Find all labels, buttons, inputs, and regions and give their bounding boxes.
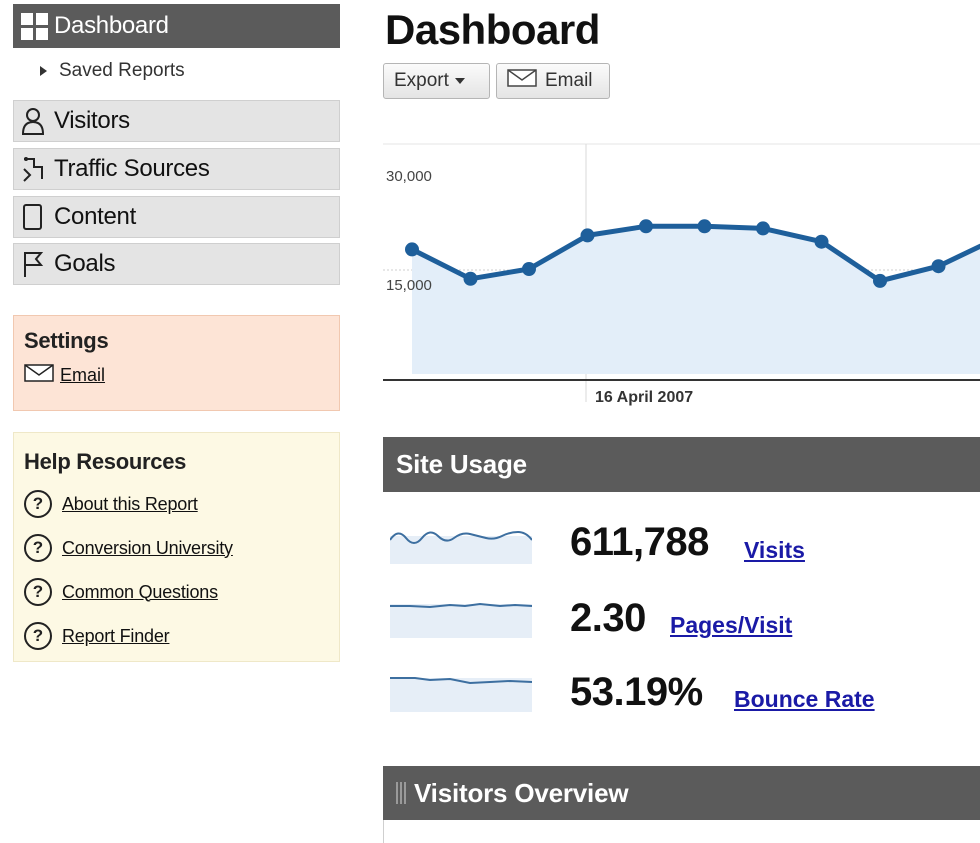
sidebar: Dashboard Saved Reports Visitors Traffic… <box>0 0 350 843</box>
pages-per-visit-metric: 2.30 Pages/Visit <box>390 594 980 648</box>
chart-data-point[interactable] <box>639 219 653 234</box>
sidebar-item-dashboard[interactable]: Dashboard <box>13 4 340 48</box>
chart-data-point[interactable] <box>697 219 712 234</box>
flag-icon <box>20 250 46 278</box>
about-this-report-link[interactable]: About this Report <box>62 493 198 514</box>
sidebar-item-content[interactable]: Content <box>13 196 340 238</box>
bounce-rate-sparkline <box>390 677 532 712</box>
page-title: Dashboard <box>385 6 600 53</box>
email-button-label: Email <box>545 70 593 91</box>
visits-value: 611,788 <box>570 520 709 564</box>
traffic-icon <box>20 155 46 183</box>
chart-data-point[interactable] <box>873 273 887 288</box>
export-button[interactable]: Export <box>383 63 490 99</box>
settings-panel: Settings Email <box>13 315 340 411</box>
site-usage-header: Site Usage <box>383 437 980 492</box>
sidebar-item-label: Traffic Sources <box>54 155 210 182</box>
conversion-university-link[interactable]: Conversion University <box>62 537 233 558</box>
chart-data-point[interactable] <box>814 234 829 249</box>
sidebar-item-visitors[interactable]: Visitors <box>13 100 340 142</box>
help-item: ? About this Report <box>24 489 329 519</box>
help-item: ? Report Finder <box>24 621 329 651</box>
help-item: ? Common Questions <box>24 577 329 607</box>
chart-data-point[interactable] <box>580 228 595 243</box>
bounce-rate-metric: 53.19% Bounce Rate <box>390 668 980 722</box>
sidebar-item-traffic-sources[interactable]: Traffic Sources <box>13 148 340 190</box>
chart-area-fill <box>412 226 980 374</box>
person-icon <box>20 107 46 135</box>
visits-metric: 611,788 Visits <box>390 518 980 572</box>
dashboard-grid-icon <box>21 12 48 40</box>
chevron-down-icon <box>454 78 465 84</box>
visits-link[interactable]: Visits <box>744 537 805 563</box>
y-tick-label: 15,000 <box>386 277 432 294</box>
question-mark-icon: ? <box>24 490 52 518</box>
saved-reports-link[interactable]: Saved Reports <box>40 60 185 82</box>
saved-reports-label: Saved Reports <box>59 60 185 81</box>
email-button[interactable]: Email <box>496 63 610 99</box>
envelope-icon <box>24 364 54 387</box>
question-mark-icon: ? <box>24 534 52 562</box>
sidebar-item-label: Content <box>54 203 136 230</box>
sidebar-item-label: Dashboard <box>54 12 169 39</box>
sidebar-item-goals[interactable]: Goals <box>13 243 340 285</box>
chart-data-point[interactable] <box>522 262 536 276</box>
y-tick-label: 30,000 <box>386 168 432 185</box>
visitors-overview-header[interactable]: Visitors Overview <box>383 766 980 820</box>
question-mark-icon: ? <box>24 578 52 606</box>
chart-data-point[interactable] <box>756 221 770 236</box>
triangle-right-icon <box>40 66 47 76</box>
site-usage-title: Site Usage <box>396 449 527 479</box>
pages-per-visit-sparkline <box>390 602 532 638</box>
envelope-icon <box>507 69 537 93</box>
settings-email-link[interactable]: Email <box>60 365 106 385</box>
sidebar-item-label: Goals <box>54 250 116 277</box>
bounce-rate-value: 53.19% <box>570 670 703 714</box>
page-icon <box>20 203 46 231</box>
chart-series-line <box>410 223 980 284</box>
bounce-rate-link[interactable]: Bounce Rate <box>734 686 875 712</box>
question-mark-icon: ? <box>24 622 52 650</box>
visits-sparkline <box>390 530 532 564</box>
help-resources-title: Help Resources <box>24 449 187 474</box>
visits-chart: 30,000 15,000 16 April 2007 <box>383 140 980 410</box>
pages-per-visit-link[interactable]: Pages/Visit <box>670 612 793 638</box>
sidebar-item-label: Visitors <box>54 107 130 134</box>
drag-handle-icon[interactable] <box>396 782 406 804</box>
x-axis-label: 16 April 2007 <box>595 389 693 406</box>
common-questions-link[interactable]: Common Questions <box>62 581 218 602</box>
export-button-label: Export <box>394 70 449 91</box>
chart-data-point[interactable] <box>405 242 419 257</box>
divider <box>383 820 384 843</box>
visits-chart-svg: 30,000 15,000 16 April 2007 <box>383 143 980 406</box>
visitors-overview-title: Visitors Overview <box>414 777 629 808</box>
pages-per-visit-value: 2.30 <box>570 596 646 640</box>
report-finder-link[interactable]: Report Finder <box>62 625 170 646</box>
help-item: ? Conversion University <box>24 533 329 563</box>
settings-title: Settings <box>24 328 109 353</box>
chart-data-point[interactable] <box>931 259 946 274</box>
settings-email-row: Email <box>24 364 329 387</box>
help-resources-panel: Help Resources ? About this Report ? Con… <box>13 432 340 662</box>
chart-data-point[interactable] <box>463 271 478 286</box>
